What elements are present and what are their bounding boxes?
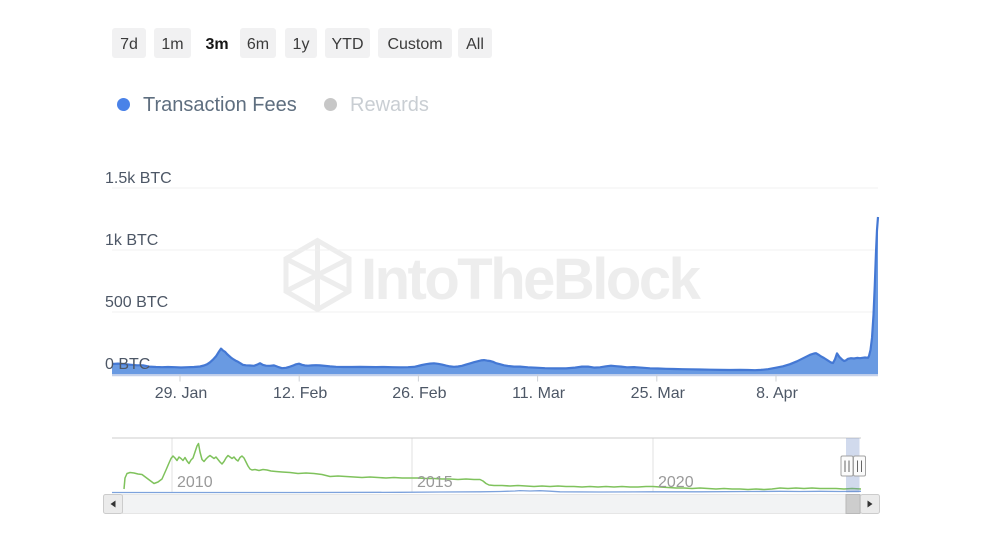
svg-text:IntoTheBlock: IntoTheBlock [361, 247, 702, 312]
